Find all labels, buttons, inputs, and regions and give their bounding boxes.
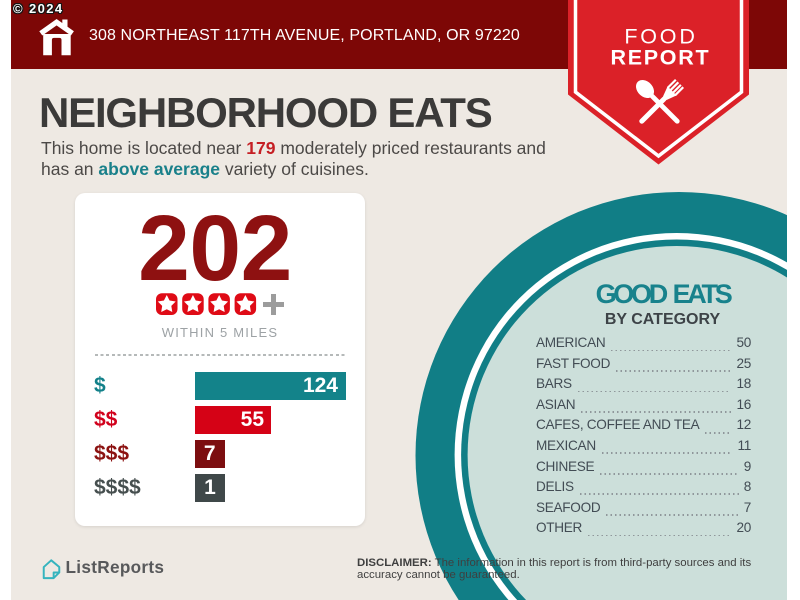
svg-text:REPORT: REPORT [611,46,711,70]
svg-text:FOOD: FOOD [624,25,697,49]
